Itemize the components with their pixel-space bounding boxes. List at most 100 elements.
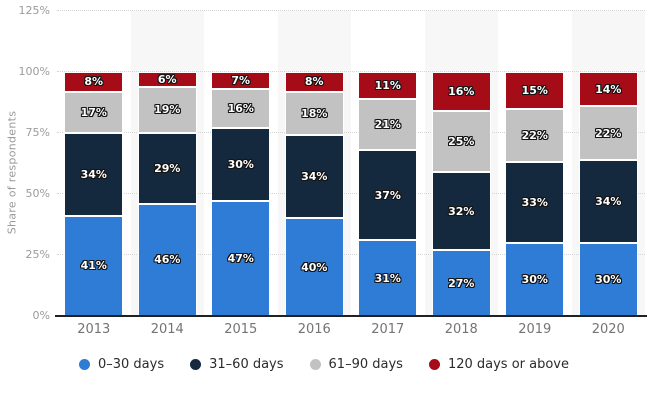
gridline <box>57 254 645 255</box>
bar-segment-label: 46% <box>154 253 181 267</box>
bar-segment-label: 21% <box>374 117 401 131</box>
x-tick-label: 2020 <box>591 322 625 337</box>
bar-segment[interactable]: 14% <box>578 72 638 107</box>
y-tick-label: 25% <box>25 248 50 261</box>
bar-segment-label: 30% <box>595 272 622 286</box>
bar-segment[interactable]: 27% <box>431 250 491 316</box>
bar-segment-label: 40% <box>301 260 328 274</box>
bar-segment[interactable]: 29% <box>137 133 197 204</box>
bar-segment[interactable]: 40% <box>284 218 344 316</box>
bar-segment-label: 15% <box>521 83 548 97</box>
bar-segment-label: 25% <box>448 135 475 149</box>
bar-segment[interactable]: 46% <box>137 203 197 316</box>
gridline <box>57 193 645 194</box>
y-tick-label: 50% <box>25 187 50 200</box>
bar-segment[interactable]: 25% <box>431 111 491 173</box>
bar-segment-label: 8% <box>304 75 324 89</box>
bar-segment-label: 14% <box>595 82 622 96</box>
bar-segment-label: 22% <box>521 128 548 142</box>
gridline <box>57 132 645 133</box>
bar-segment-label: 34% <box>80 167 107 181</box>
bar-segment[interactable]: 18% <box>284 91 344 136</box>
legend-label: 31–60 days <box>209 357 284 372</box>
bar-segment-label: 16% <box>448 85 475 99</box>
x-tick-label: 2016 <box>297 322 331 337</box>
y-tick-label: 75% <box>25 126 50 139</box>
bar-segment-label: 27% <box>448 276 475 290</box>
plot-area: 41% 34% 17% 8% 46% 29% 19% 6% 47% 30% 16% 7% 40% 34% 1… <box>57 10 645 316</box>
bar-segment-label: 8% <box>84 75 104 89</box>
legend-item[interactable]: 0–30 days <box>78 357 165 372</box>
bar-segment-label: 16% <box>227 102 254 116</box>
bar-segment[interactable]: 34% <box>578 159 638 243</box>
bar-segment[interactable]: 30% <box>505 242 565 316</box>
bar-segment-label: 34% <box>595 194 622 208</box>
x-tick-label: 2019 <box>518 322 552 337</box>
bar-segment[interactable]: 21% <box>358 98 418 151</box>
bar-segment[interactable]: 34% <box>284 135 344 219</box>
gridline <box>57 71 645 72</box>
bar-segment[interactable]: 8% <box>64 72 124 92</box>
bar-segment[interactable]: 16% <box>431 72 491 112</box>
bar-segment-label: 34% <box>301 170 328 184</box>
bar-segment-label: 11% <box>374 78 401 92</box>
bar-segment[interactable]: 34% <box>64 133 124 216</box>
bar-segment-label: 7% <box>231 74 251 88</box>
bar-segment[interactable]: 30% <box>211 128 271 202</box>
legend-dot-icon <box>309 359 321 370</box>
bar-segment-label: 30% <box>227 158 254 172</box>
bar-segment[interactable]: 31% <box>358 240 418 316</box>
bar-segment[interactable]: 47% <box>211 201 271 316</box>
bar-segment-label: 17% <box>80 105 107 119</box>
bar-segment-label: 32% <box>448 204 475 218</box>
bar-segment-label: 33% <box>521 196 548 210</box>
bar-segment-label: 19% <box>154 103 181 117</box>
bar-segment-label: 41% <box>80 259 107 273</box>
x-tick-label: 2017 <box>371 322 405 337</box>
bar-segment-label: 6% <box>157 72 177 86</box>
legend-label: 120 days or above <box>447 357 569 372</box>
bar-segment[interactable]: 19% <box>137 86 197 133</box>
bar-segment[interactable]: 22% <box>505 108 565 163</box>
y-tick-label: 125% <box>18 4 50 17</box>
y-tick-label: 100% <box>18 65 50 78</box>
bar-segment-label: 18% <box>301 107 328 120</box>
bar-segment[interactable]: 32% <box>431 172 491 251</box>
bar-segment-label: 47% <box>227 252 254 266</box>
bar-segment[interactable]: 41% <box>64 215 124 316</box>
x-tick-label: 2014 <box>150 322 184 337</box>
y-tick-label: 0% <box>32 309 50 322</box>
bar-segment[interactable]: 7% <box>211 72 271 90</box>
bar-segment-label: 30% <box>521 272 548 286</box>
legend-dot-icon <box>78 359 90 370</box>
bar-segment-label: 29% <box>154 161 181 175</box>
bar-segment[interactable]: 17% <box>64 91 124 133</box>
bar-segment[interactable]: 22% <box>578 106 638 160</box>
legend-label: 61–90 days <box>328 357 403 372</box>
legend-item[interactable]: 61–90 days <box>309 357 403 372</box>
bar-segment[interactable]: 16% <box>211 89 271 129</box>
legend-dot-icon <box>428 359 440 370</box>
bar-segment-label: 31% <box>374 271 401 285</box>
bar-segment-label: 22% <box>595 126 622 140</box>
x-tick-label: 2015 <box>224 322 258 337</box>
bar-segment-label: 37% <box>374 188 401 202</box>
legend: 0–30 days 31–60 days 61–90 days 120 days or… <box>0 357 648 372</box>
gridline <box>57 10 645 11</box>
x-tick-label: 2018 <box>444 322 478 337</box>
legend-item[interactable]: 120 days or above <box>428 357 569 372</box>
legend-dot-icon <box>190 359 202 370</box>
legend-item[interactable]: 31–60 days <box>190 357 284 372</box>
x-axis-line <box>55 315 647 317</box>
x-tick-label: 2013 <box>77 322 111 337</box>
bar-segment[interactable]: 11% <box>358 72 418 99</box>
y-axis-title: Share of respondents <box>5 110 19 235</box>
bar-segment[interactable]: 33% <box>505 162 565 243</box>
legend-label: 0–30 days <box>97 357 165 372</box>
bar-segment[interactable]: 6% <box>137 72 197 87</box>
bar-segment[interactable]: 37% <box>358 150 418 241</box>
bar-segment[interactable]: 15% <box>505 72 565 109</box>
bar-segment[interactable]: 8% <box>284 72 344 92</box>
bar-segment[interactable]: 30% <box>578 242 638 316</box>
